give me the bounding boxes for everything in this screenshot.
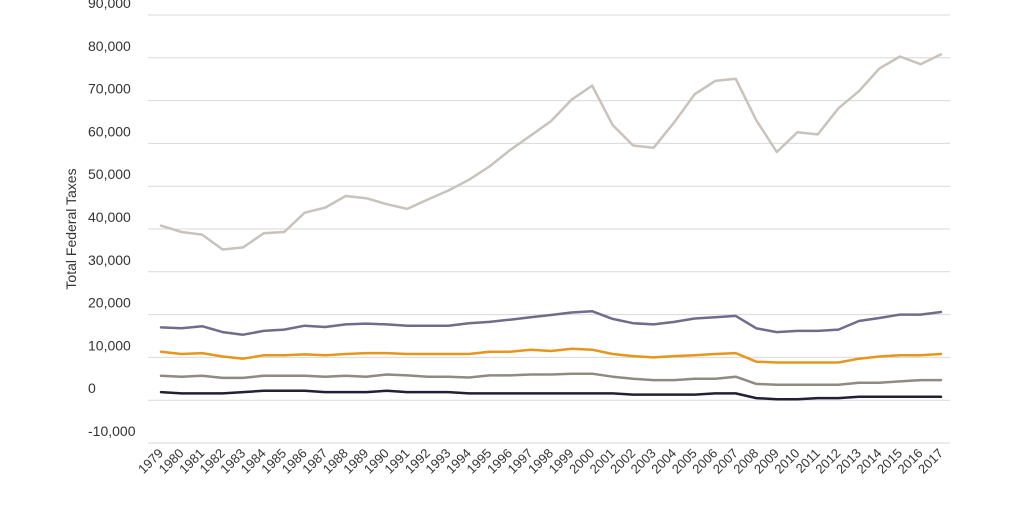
- y-tick-label: 80,000: [88, 38, 131, 54]
- y-axis-title: Total Federal Taxes: [63, 168, 79, 289]
- y-tick-label: 10,000: [88, 337, 131, 353]
- y-tick-label: 70,000: [88, 81, 131, 97]
- y-tick-label: 40,000: [88, 209, 131, 225]
- gridlines: [148, 14, 950, 444]
- y-tick-label: 90,000: [88, 0, 131, 11]
- series-line-1: [159, 53, 943, 251]
- y-tick-label: 0: [88, 380, 96, 396]
- series-line-3: [159, 347, 943, 364]
- y-tick-label: 50,000: [88, 166, 131, 182]
- y-tick-label: 30,000: [88, 252, 131, 268]
- series-line-5: [159, 389, 943, 401]
- x-tick-label: 2017: [915, 446, 946, 477]
- y-tick-label: 60,000: [88, 123, 131, 139]
- series-line-2: [159, 309, 943, 336]
- series-lines: [159, 53, 943, 401]
- y-tick-label: 20,000: [88, 295, 131, 311]
- y-tick-label: -10,000: [88, 423, 136, 439]
- series-line-4: [159, 372, 943, 387]
- y-tick-labels: -10,000 0 10,000 20,000 30,000 40,000 50,000 60…: [88, 0, 136, 439]
- x-tick-labels: 1979198019811982198319841985198619871988…: [135, 446, 946, 477]
